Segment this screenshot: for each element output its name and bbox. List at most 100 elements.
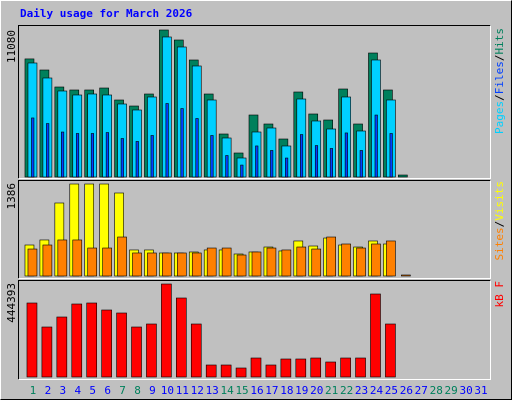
x-tick-label: 6 bbox=[104, 384, 111, 397]
bar bbox=[150, 135, 154, 178]
bar bbox=[370, 293, 381, 378]
x-tick-label: 8 bbox=[134, 384, 141, 397]
x-tick-label: 7 bbox=[119, 384, 126, 397]
x-tick-label: 20 bbox=[310, 384, 323, 397]
x-tick-label: 26 bbox=[400, 384, 413, 397]
legend-separator: / bbox=[493, 55, 506, 62]
bar bbox=[310, 357, 322, 378]
x-tick-label: 22 bbox=[340, 384, 353, 397]
bar bbox=[220, 364, 232, 378]
bar bbox=[221, 247, 232, 277]
bar bbox=[300, 134, 304, 178]
bar bbox=[371, 243, 381, 277]
bar bbox=[72, 239, 83, 277]
bar bbox=[120, 138, 124, 178]
bar bbox=[56, 316, 68, 378]
bar bbox=[314, 145, 319, 178]
bar bbox=[280, 358, 292, 378]
x-tick-label: 3 bbox=[60, 384, 67, 397]
bar bbox=[325, 361, 336, 378]
bar bbox=[146, 323, 157, 378]
bar bbox=[251, 251, 262, 277]
bar bbox=[206, 247, 217, 277]
panel-edge-light bbox=[18, 180, 491, 279]
x-tick-label: 18 bbox=[280, 384, 293, 397]
x-tick-label: 31 bbox=[474, 384, 487, 397]
bar bbox=[132, 252, 142, 277]
bar bbox=[117, 236, 127, 277]
x-tick-label: 28 bbox=[430, 384, 443, 397]
y-tick-label: 1386 bbox=[5, 183, 18, 210]
bar bbox=[191, 252, 202, 277]
bar bbox=[180, 108, 184, 178]
bar bbox=[295, 358, 307, 378]
bar bbox=[161, 283, 172, 378]
legend-entry: kB F bbox=[493, 281, 506, 308]
bar bbox=[116, 312, 127, 378]
bar bbox=[41, 326, 53, 378]
x-tick-label: 30 bbox=[459, 384, 472, 397]
bar bbox=[250, 357, 262, 378]
bar bbox=[90, 133, 95, 178]
bar bbox=[355, 357, 366, 378]
x-tick-label: 10 bbox=[161, 384, 174, 397]
bar bbox=[190, 323, 202, 378]
bar bbox=[147, 252, 157, 277]
bar bbox=[398, 174, 408, 178]
legend-entry: Hits bbox=[493, 28, 506, 55]
y-tick-label: 444393 bbox=[5, 283, 18, 323]
x-tick-label: 9 bbox=[149, 384, 156, 397]
x-tick-label: 12 bbox=[191, 384, 204, 397]
bar bbox=[210, 135, 214, 178]
bar bbox=[31, 117, 35, 178]
x-tick-label: 11 bbox=[176, 384, 189, 397]
bar bbox=[205, 364, 217, 378]
bar bbox=[340, 357, 351, 378]
panel-edge-dark bbox=[18, 280, 491, 380]
x-tick-label: 14 bbox=[221, 384, 235, 397]
bar bbox=[374, 114, 378, 178]
y-tick-label: 11080 bbox=[5, 30, 18, 63]
x-tick-label: 21 bbox=[325, 384, 338, 397]
x-tick-label: 5 bbox=[89, 384, 96, 397]
legend: Pages/Files/Hits bbox=[493, 28, 506, 134]
bar bbox=[236, 254, 247, 277]
bar bbox=[86, 302, 98, 378]
x-tick-label: 27 bbox=[415, 384, 428, 397]
bar bbox=[285, 157, 289, 178]
legend: Sites/Visits bbox=[493, 181, 506, 261]
x-tick-label: 15 bbox=[235, 384, 248, 397]
bar bbox=[176, 297, 187, 378]
bar bbox=[102, 247, 112, 277]
bar bbox=[401, 274, 411, 277]
legend-entry: Visits bbox=[493, 181, 506, 221]
bar bbox=[71, 303, 83, 378]
legend-separator: / bbox=[493, 221, 506, 228]
panel-edge-light bbox=[18, 25, 491, 179]
panel-edge-light bbox=[18, 280, 491, 380]
bar bbox=[26, 302, 38, 378]
x-tick-label: 23 bbox=[355, 384, 368, 397]
x-tick-label: 29 bbox=[445, 384, 458, 397]
bar bbox=[326, 236, 336, 277]
bar bbox=[265, 364, 277, 378]
legend-entry: Sites bbox=[493, 227, 506, 260]
bar bbox=[195, 118, 199, 178]
bar bbox=[385, 323, 396, 378]
legend-separator: / bbox=[493, 94, 506, 101]
bar bbox=[61, 131, 65, 178]
bar bbox=[165, 103, 169, 178]
bar bbox=[235, 367, 247, 378]
bar bbox=[177, 252, 187, 277]
bar bbox=[359, 150, 363, 178]
bar bbox=[266, 247, 277, 277]
x-tick-label: 2 bbox=[45, 384, 52, 397]
bar bbox=[356, 247, 366, 277]
bar bbox=[255, 145, 259, 178]
legend-entry: Pages bbox=[493, 101, 506, 134]
bar bbox=[270, 150, 274, 178]
x-tick-label: 25 bbox=[385, 384, 398, 397]
bar bbox=[46, 123, 50, 178]
